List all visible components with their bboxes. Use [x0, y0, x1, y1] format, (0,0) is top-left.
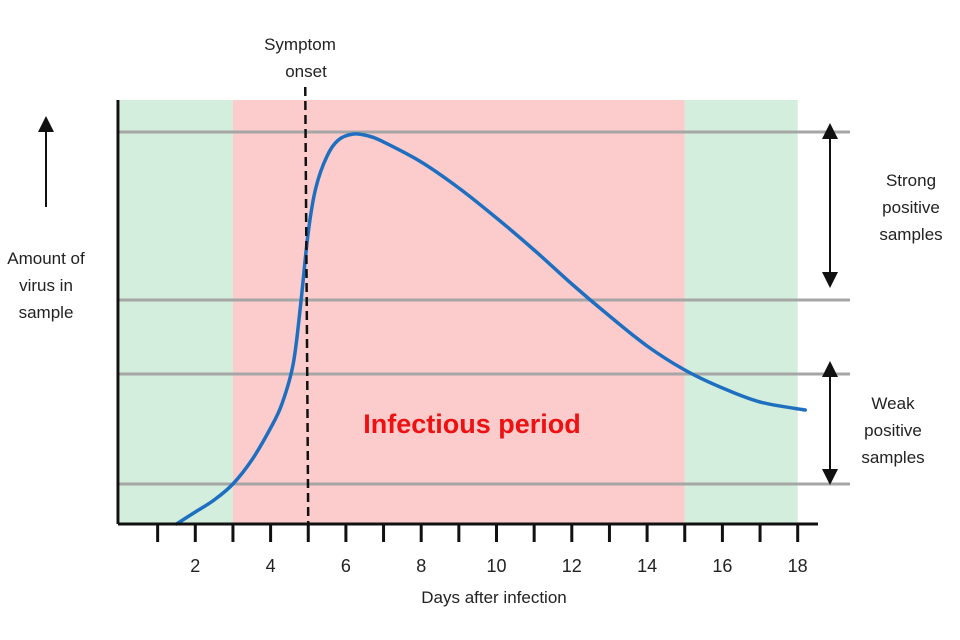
strong-positive-label-line3: samples — [879, 225, 942, 244]
region-post-infectious — [684, 100, 798, 524]
y-axis-label-line3: sample — [19, 303, 74, 322]
y-axis-label-line1: Amount of — [7, 249, 85, 268]
strong-positive-label-line1: Strong — [886, 171, 936, 190]
x-tick-label-2: 2 — [190, 556, 200, 576]
x-tick-labels: 2 4 6 8 10 12 14 16 18 — [190, 556, 807, 576]
weak-positive-label-line1: Weak — [871, 394, 915, 413]
series-layer — [174, 132, 807, 526]
symptom-onset-label-line2: onset — [285, 62, 327, 81]
weak-positive-label-line2: positive — [864, 421, 922, 440]
x-tick-label-14: 14 — [637, 556, 657, 576]
x-tick-label-8: 8 — [416, 556, 426, 576]
x-tick-label-12: 12 — [562, 556, 582, 576]
x-axis-label: Days after infection — [421, 588, 567, 607]
y-axis-label-line2: virus in — [19, 276, 73, 295]
weak-positive-label-line3: samples — [861, 448, 924, 467]
symptom-onset-label-line1: Symptom — [264, 35, 336, 54]
strong-positive-label-line2: positive — [882, 198, 940, 217]
symptom-onset-line — [304, 86, 310, 525]
x-tick-label-18: 18 — [788, 556, 808, 576]
x-ticks — [156, 524, 800, 542]
infectious-period-label: Infectious period — [363, 409, 581, 439]
series-line-viral-load — [174, 132, 807, 526]
x-tick-label-4: 4 — [266, 556, 276, 576]
region-pre-infectious — [120, 100, 233, 524]
x-tick-label-10: 10 — [486, 556, 506, 576]
background-regions — [120, 100, 798, 524]
threshold-lines — [118, 130, 850, 486]
x-tick-label-16: 16 — [712, 556, 732, 576]
x-tick-label-6: 6 — [341, 556, 351, 576]
